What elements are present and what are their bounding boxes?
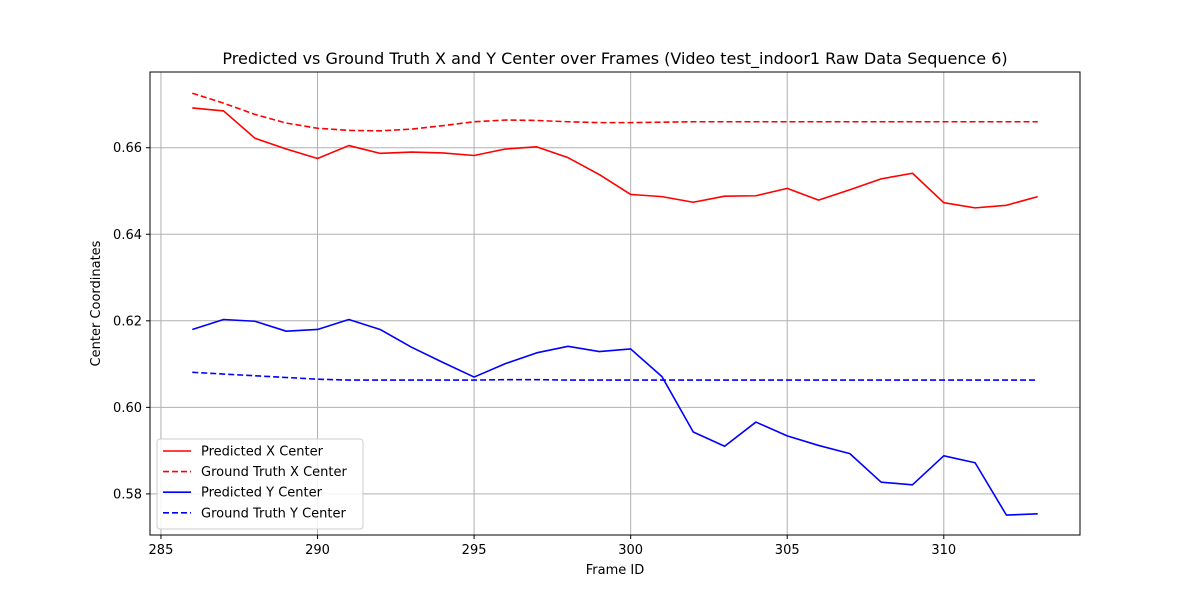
series-line-predicted-x-center [192, 107, 1038, 209]
plot-frame [149, 71, 1081, 536]
legend-label: Predicted Y Center [201, 486, 323, 501]
x-tick-label: 300 [618, 543, 643, 558]
legend-label: Ground Truth X Center [201, 465, 347, 480]
series-line-predicted-y-center [192, 318, 1038, 516]
x-tick-label: 290 [305, 543, 330, 558]
x-tick-label: 295 [462, 543, 487, 558]
y-tick-label: 0.64 [113, 228, 142, 243]
x-tick-label: 305 [775, 543, 800, 558]
series-line-ground-truth-x-center [192, 92, 1038, 132]
grid [150, 72, 1080, 535]
y-tick-label: 0.58 [113, 487, 142, 502]
y-tick-label: 0.60 [113, 401, 142, 416]
legend-label: Predicted X Center [201, 445, 324, 460]
x-axis-label: Frame ID [586, 563, 644, 578]
series-layer [192, 92, 1038, 516]
y-tick-label: 0.66 [113, 141, 142, 156]
y-tick-label: 0.62 [113, 314, 142, 329]
y-axis-label: Center Coordinates [89, 240, 104, 366]
legend-label: Ground Truth Y Center [201, 506, 347, 521]
x-tick-label: 285 [149, 543, 174, 558]
series-line-ground-truth-y-center [192, 371, 1038, 381]
axis-ticks: 285 290 295 300 305 310 0.58 0.60 0.62 0.64 0.66 [113, 141, 956, 558]
legend-box [156, 438, 364, 530]
x-tick-label: 310 [931, 543, 956, 558]
chart-title: Predicted vs Ground Truth X and Y Center… [222, 49, 1007, 69]
legend: Predicted X Center Ground Truth X Center P… [156, 438, 364, 530]
